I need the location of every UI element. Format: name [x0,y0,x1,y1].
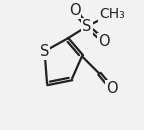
Text: O: O [106,81,118,96]
Text: S: S [40,44,49,59]
Text: S: S [82,19,92,34]
Text: CH₃: CH₃ [99,7,125,21]
Text: O: O [99,34,110,49]
Text: O: O [69,3,80,18]
